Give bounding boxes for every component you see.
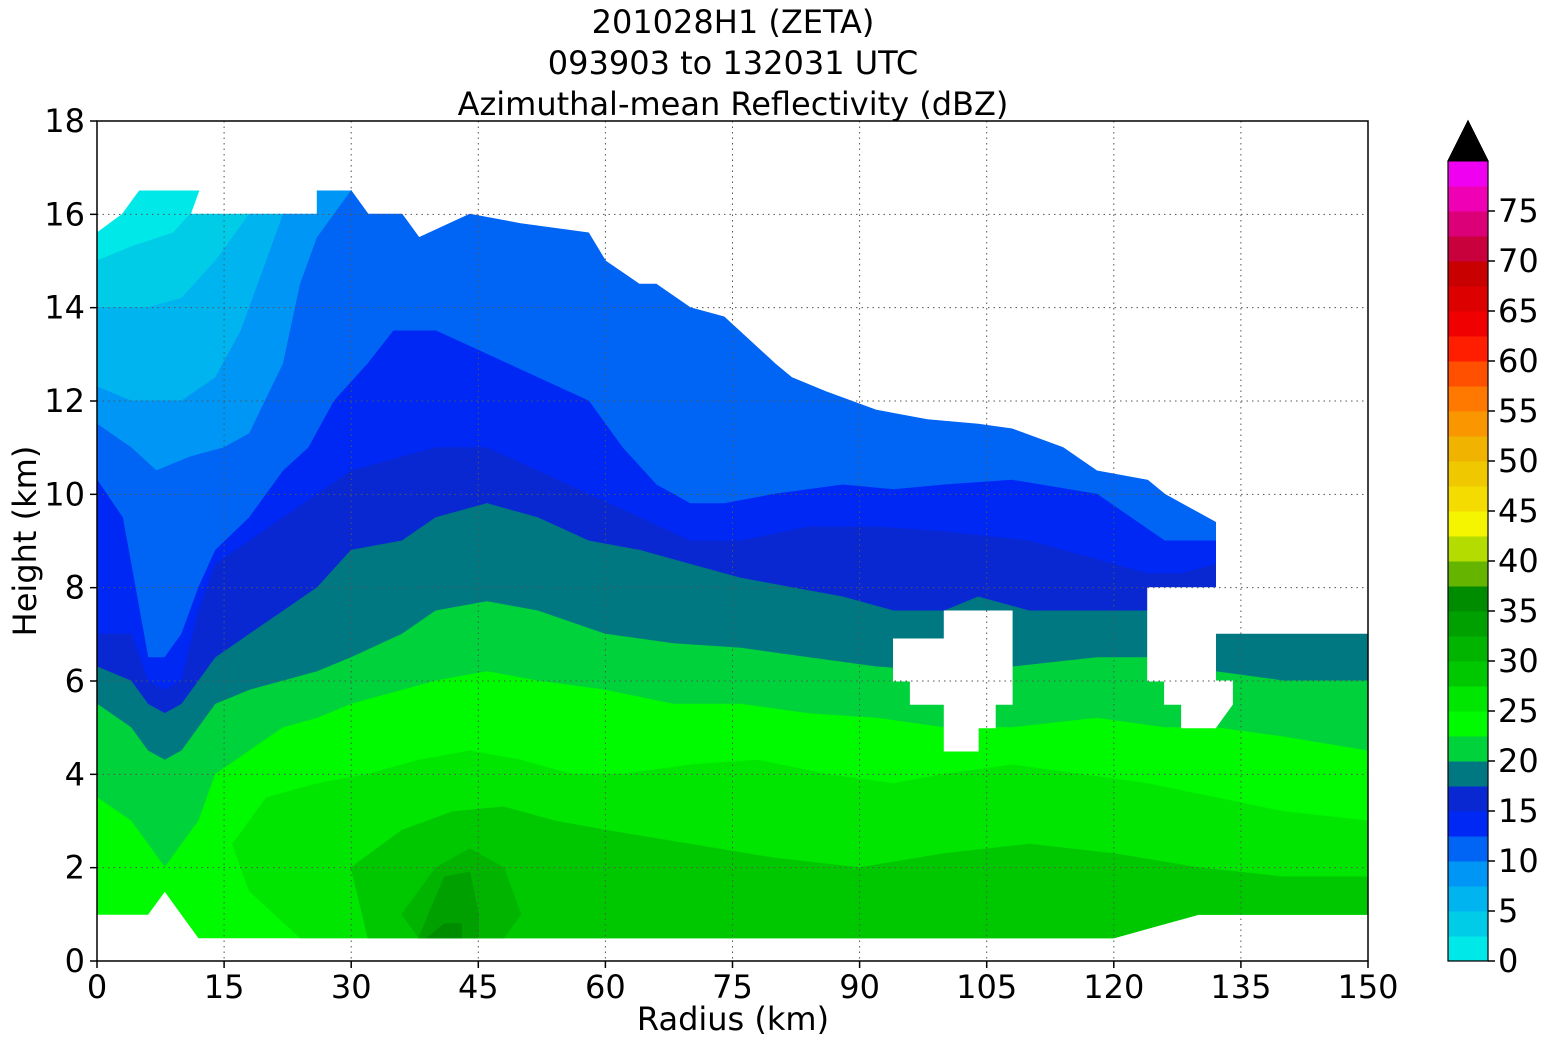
y-axis-ticks: 0 2 4 6 8 10 12 14 16 18 [44, 102, 97, 980]
y-tick-label: 2 [65, 849, 85, 887]
x-tick-label: 60 [585, 968, 626, 1006]
colorbar-segment [1448, 261, 1488, 287]
colorbar-segment [1448, 386, 1488, 412]
colorbar-segment [1448, 461, 1488, 487]
colorbar-segment [1448, 736, 1488, 762]
colorbar-tick-label: 60 [1498, 342, 1539, 380]
colorbar-segment [1448, 911, 1488, 937]
colorbar-tick-label: 55 [1498, 392, 1539, 430]
x-axis-label: Radius (km) [637, 1000, 829, 1038]
colorbar-tick-label: 70 [1498, 242, 1539, 280]
y-tick-label: 0 [65, 942, 85, 980]
chart-title: 201028H1 (ZETA) 093903 to 132031 UTC Azi… [458, 3, 1009, 123]
colorbar-tick-label: 5 [1498, 892, 1518, 930]
colorbar: 0 5 10 15 20 25 30 35 40 45 50 55 60 65 70 75 [1447, 119, 1539, 980]
colorbar-tick-label: 0 [1498, 942, 1518, 980]
colorbar-tick-label: 10 [1498, 842, 1539, 880]
no-data-region [1147, 587, 1233, 729]
y-tick-label: 4 [65, 755, 85, 793]
y-tick-label: 8 [65, 569, 85, 607]
colorbar-segment [1448, 761, 1488, 787]
colorbar-segment [1448, 236, 1488, 262]
colorbar-segment [1448, 636, 1488, 662]
colorbar-tick-label: 30 [1498, 642, 1539, 680]
colorbar-tick-label: 40 [1498, 542, 1539, 580]
colorbar-segment [1448, 711, 1488, 737]
colorbar-tick-label: 35 [1498, 592, 1539, 630]
x-tick-label: 75 [712, 968, 753, 1006]
colorbar-tick-label: 65 [1498, 292, 1539, 330]
colorbar-segment [1448, 486, 1488, 512]
colorbar-segment [1448, 586, 1488, 612]
colorbar-segment [1448, 936, 1488, 962]
colorbar-segment [1448, 886, 1488, 912]
y-tick-label: 6 [65, 662, 85, 700]
colorbar-segment [1448, 686, 1488, 712]
colorbar-segment [1448, 836, 1488, 862]
colorbar-tick-label: 75 [1498, 192, 1539, 230]
y-tick-label: 10 [44, 475, 85, 513]
x-tick-label: 105 [956, 968, 1017, 1006]
colorbar-segment [1448, 311, 1488, 337]
grid-lines [97, 121, 1368, 961]
colorbar-segment [1448, 561, 1488, 587]
x-tick-label: 45 [458, 968, 499, 1006]
y-tick-label: 18 [44, 102, 85, 140]
y-tick-label: 12 [44, 382, 85, 420]
colorbar-tick-label: 15 [1498, 792, 1539, 830]
colorbar-outline [1447, 119, 1489, 962]
colorbar-segment [1448, 211, 1488, 237]
colorbar-tick-label: 25 [1498, 692, 1539, 730]
colorbar-segment [1448, 611, 1488, 637]
colorbar-segment [1448, 161, 1488, 187]
colorbar-segment [1448, 811, 1488, 837]
colorbar-extend-arrow [1447, 119, 1489, 162]
y-tick-label: 16 [44, 195, 85, 233]
colorbar-segment [1448, 861, 1488, 887]
colorbar-segment [1448, 411, 1488, 437]
x-tick-label: 0 [87, 968, 107, 1006]
x-tick-label: 120 [1083, 968, 1144, 1006]
colorbar-tick-label: 50 [1498, 442, 1539, 480]
colorbar-segment [1448, 436, 1488, 462]
x-tick-label: 15 [204, 968, 245, 1006]
colorbar-segment [1448, 661, 1488, 687]
colorbar-segment [1448, 511, 1488, 537]
x-tick-label: 30 [331, 968, 372, 1006]
y-tick-label: 14 [44, 289, 85, 327]
colorbar-tick-label: 45 [1498, 492, 1539, 530]
no-data-region [893, 610, 1013, 752]
x-tick-label: 90 [839, 968, 880, 1006]
x-axis-ticks: 0 15 30 45 60 75 90 105 120 135 150 [87, 961, 1399, 1006]
title-line-field: Azimuthal-mean Reflectivity (dBZ) [458, 85, 1009, 123]
colorbar-segment [1448, 536, 1488, 562]
colorbar-tick-label: 20 [1498, 742, 1539, 780]
reflectivity-region-32.5-dbz [418, 871, 479, 939]
x-tick-label: 150 [1337, 968, 1398, 1006]
colorbar-segment [1448, 186, 1488, 212]
reflectivity-region-35-dbz [426, 923, 462, 939]
y-axis-label: Height (km) [6, 446, 44, 637]
x-tick-label: 135 [1210, 968, 1271, 1006]
colorbar-segment [1448, 286, 1488, 312]
colorbar-segment [1448, 361, 1488, 387]
title-line-time-range: 093903 to 132031 UTC [548, 44, 918, 82]
title-line-storm: 201028H1 (ZETA) [592, 3, 875, 41]
colorbar-segment [1448, 786, 1488, 812]
colorbar-segment [1448, 336, 1488, 362]
